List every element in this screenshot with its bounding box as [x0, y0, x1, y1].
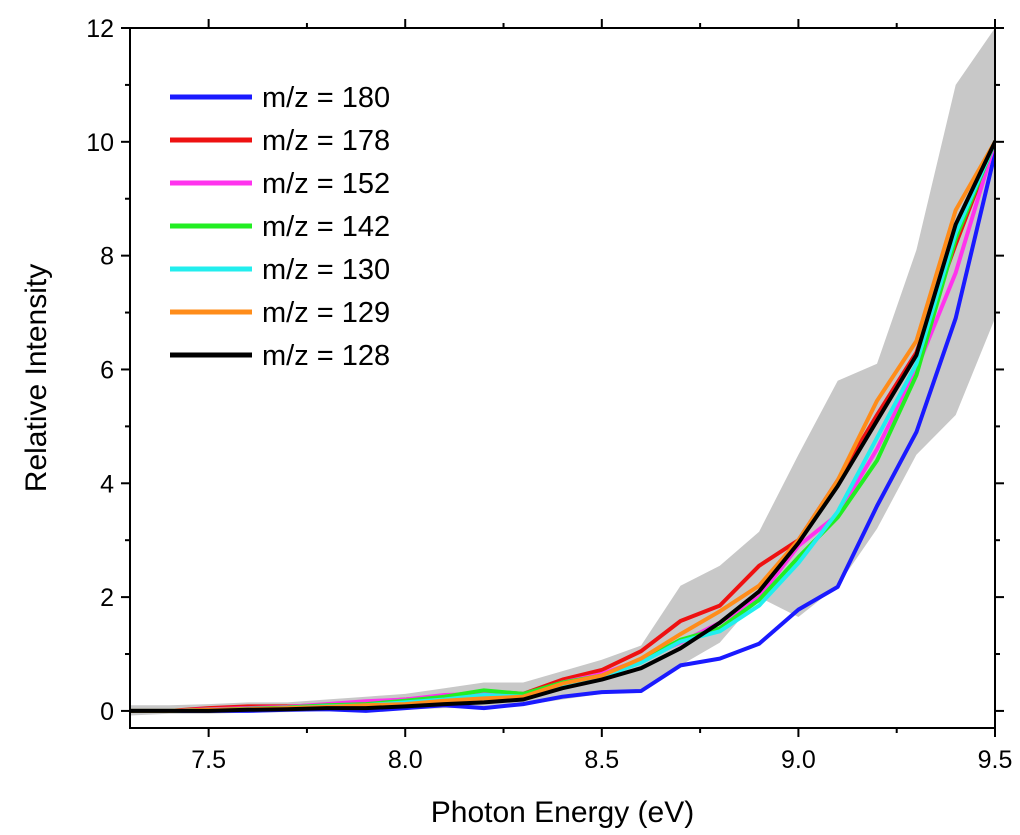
legend-label: m/z = 152: [262, 168, 390, 200]
legend-label: m/z = 128: [262, 340, 390, 372]
y-tick-label: 4: [100, 470, 114, 498]
x-tick-label: 9.0: [781, 746, 816, 774]
legend: m/z = 180 m/z = 178 m/z = 152 m/z = 142 m/z …: [170, 82, 390, 372]
y-tick-label: 12: [86, 15, 114, 43]
x-tick-label: 9.5: [978, 746, 1013, 774]
legend-label: m/z = 178: [262, 125, 390, 157]
y-tick-label: 2: [100, 584, 114, 612]
x-axis-title: Photon Energy (eV): [431, 796, 694, 829]
x-tick-label: 8.0: [388, 746, 423, 774]
legend-label: m/z = 130: [262, 254, 390, 286]
uncertainty-band: [130, 28, 995, 716]
plot-frame: [129, 27, 996, 729]
series-line-6: [130, 139, 995, 713]
y-tick-label: 0: [100, 698, 114, 726]
legend-label: m/z = 129: [262, 297, 390, 329]
ticks-layer: 7.5 8.0 8.5 9.0 9.5 0 2 4 6 8 10 12: [86, 15, 1012, 774]
x-tick-label: 8.5: [584, 746, 619, 774]
legend-label: m/z = 180: [262, 82, 390, 114]
legend-label: m/z = 142: [262, 211, 390, 243]
y-tick-label: 6: [100, 356, 114, 384]
y-axis-title: Relative Intensity: [20, 264, 53, 492]
y-tick-label: 8: [100, 243, 114, 271]
series-line-5: [130, 139, 995, 713]
uncertainty-band-layer: [130, 28, 995, 716]
y-tick-label: 10: [86, 129, 114, 157]
x-tick-label: 7.5: [191, 746, 226, 774]
series-layer: [130, 139, 995, 713]
